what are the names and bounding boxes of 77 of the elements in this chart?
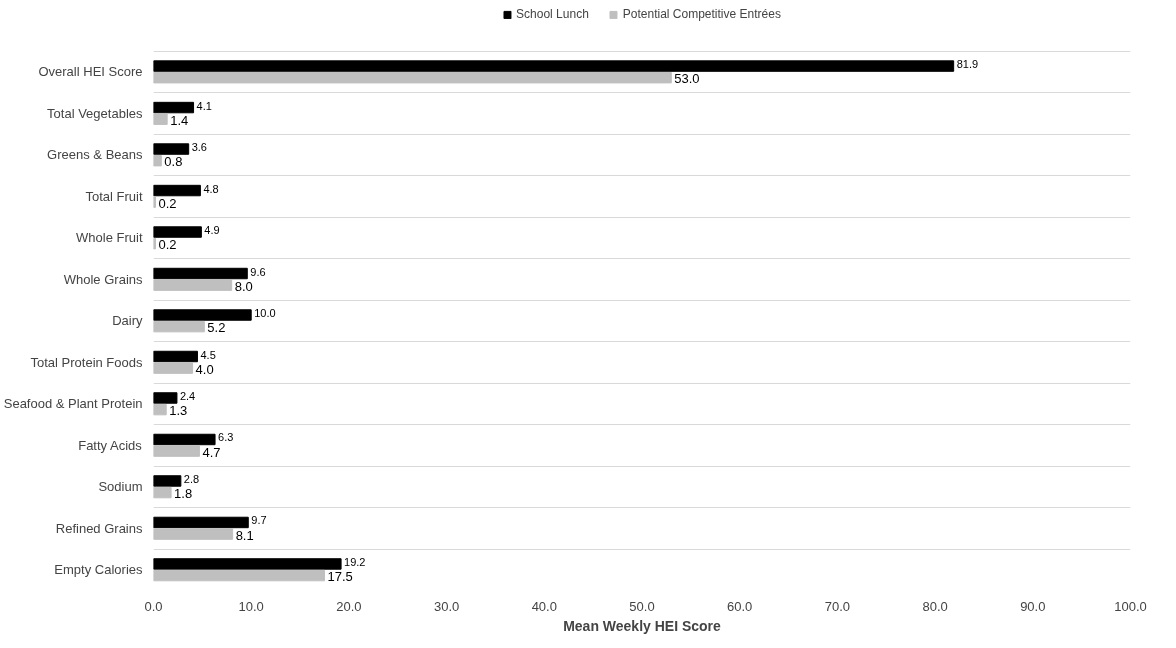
bar	[153, 445, 200, 457]
data-label: 19.2	[344, 555, 366, 568]
data-label: 6.3	[218, 431, 234, 444]
bar	[153, 71, 672, 84]
bar	[153, 528, 234, 540]
data-label: 1.4	[170, 112, 189, 128]
bar	[153, 154, 162, 167]
data-label: 2.8	[183, 472, 200, 485]
y-tick-label: Fatty Acids	[78, 437, 143, 453]
data-label: 4.0	[195, 361, 214, 377]
bar	[153, 475, 182, 487]
y-tick-label: Total Fruit	[85, 188, 143, 204]
data-label: 81.9	[956, 58, 979, 71]
y-tick-label: Whole Fruit	[76, 230, 143, 246]
data-label: 9.6	[250, 265, 266, 278]
data-label: 5.2	[207, 320, 226, 336]
bar	[153, 350, 198, 363]
x-tick-label: 0.0	[144, 598, 163, 614]
data-label: 53.0	[674, 71, 700, 87]
bar	[153, 320, 205, 333]
x-tick-label: 50.0	[629, 598, 655, 614]
data-label: 10.0	[254, 307, 276, 320]
data-label: 4.5	[200, 348, 216, 361]
data-label: 3.6	[191, 141, 207, 154]
data-label: 2.4	[179, 389, 196, 402]
bar	[153, 267, 248, 280]
data-label: 4.9	[204, 224, 220, 237]
bar	[153, 184, 201, 197]
legend-label: School Lunch	[516, 7, 589, 21]
y-tick-label: Whole Grains	[63, 271, 143, 287]
y-tick-label: Sodium	[98, 479, 143, 495]
x-tick-label: 40.0	[531, 598, 557, 614]
bar	[153, 101, 195, 114]
bar	[153, 392, 178, 404]
data-label: 17.5	[327, 569, 353, 585]
y-tick-label: Refined Grains	[55, 520, 143, 536]
data-label: 0.8	[164, 154, 183, 170]
y-tick-label: Total Vegetables	[47, 105, 143, 121]
x-tick-label: 30.0	[433, 598, 460, 614]
y-tick-label: Total Protein Foods	[30, 354, 143, 370]
y-tick-label: Greens & Beans	[47, 147, 143, 163]
bar	[153, 362, 194, 374]
y-tick-label: Overall HEI Score	[38, 64, 143, 80]
x-tick-label: 100.0	[1114, 598, 1147, 614]
y-tick-label: Empty Calories	[54, 562, 143, 578]
bar	[153, 558, 342, 570]
bar	[153, 433, 216, 446]
bar	[153, 226, 202, 238]
x-tick-label: 60.0	[727, 598, 753, 614]
data-label: 8.1	[235, 527, 254, 543]
y-tick-label: Seafood & Plant Protein	[3, 396, 143, 412]
data-label: 4.1	[196, 99, 212, 112]
bar	[153, 279, 233, 291]
data-label: 0.2	[158, 237, 177, 253]
bar	[153, 516, 249, 529]
bar	[153, 113, 168, 125]
bar	[153, 486, 172, 499]
y-tick-label: Dairy	[112, 313, 143, 329]
data-label: 1.8	[174, 486, 193, 502]
data-label: 0.2	[158, 195, 177, 211]
legend-label: Potential Competitive Entrées	[622, 7, 781, 21]
x-tick-label: 80.0	[922, 598, 948, 614]
x-tick-label: 20.0	[336, 598, 362, 614]
x-tick-label: 10.0	[238, 598, 264, 614]
data-label: 4.8	[203, 182, 219, 195]
data-label: 8.0	[234, 278, 253, 294]
x-tick-label: 70.0	[824, 598, 851, 614]
x-axis-title: Mean Weekly HEI Score	[563, 617, 722, 634]
data-label: 9.7	[251, 514, 267, 527]
bar	[153, 403, 167, 416]
bar	[153, 309, 252, 321]
x-tick-label: 90.0	[1020, 598, 1046, 614]
bar	[153, 60, 955, 72]
data-label: 4.7	[202, 444, 221, 460]
data-label: 1.3	[169, 403, 188, 419]
bar	[153, 143, 190, 155]
bar	[153, 569, 325, 582]
